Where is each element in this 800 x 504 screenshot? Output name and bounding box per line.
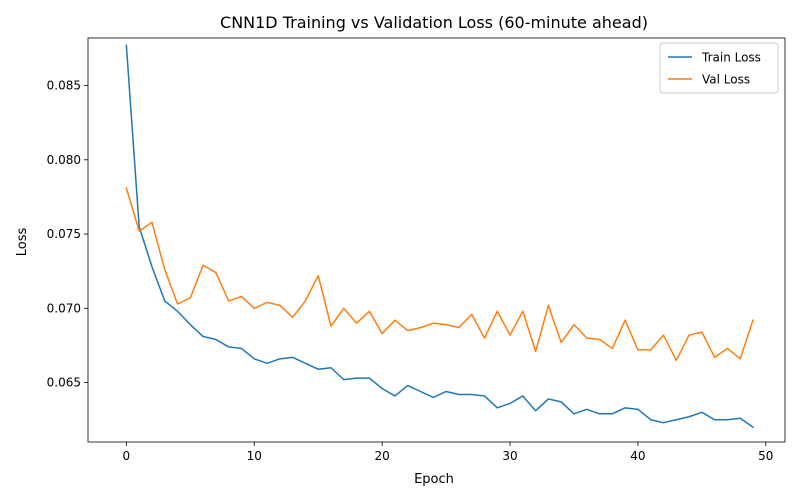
x-axis-label: Epoch — [414, 472, 454, 487]
y-tick-label: 0.080 — [47, 153, 81, 167]
legend-box — [659, 42, 779, 94]
x-tick-label: 10 — [247, 449, 262, 463]
y-axis-label: Loss — [15, 228, 30, 257]
x-tick-label: 40 — [630, 449, 645, 463]
legend-label: Val Loss — [702, 73, 750, 87]
plot-frame — [87, 37, 786, 443]
x-tick-label: 50 — [758, 449, 773, 463]
x-tick-label: 0 — [123, 449, 131, 463]
y-tick-label: 0.085 — [47, 79, 81, 93]
plot-area: 0 10 20 30 40 50 0.065 0.070 0.075 0.080 0.085 Trai… — [47, 37, 786, 463]
y-tick-label: 0.070 — [47, 301, 81, 315]
x-tick-label: 30 — [502, 449, 517, 463]
x-tick-label: 20 — [375, 449, 390, 463]
series-line-train-loss — [125, 44, 755, 429]
series-line-val-loss — [125, 187, 754, 362]
legend-label: Train Loss — [701, 51, 761, 65]
y-tick-label: 0.065 — [47, 376, 81, 390]
chart-title: CNN1D Training vs Validation Loss (60-mi… — [220, 13, 648, 32]
y-tick-label: 0.075 — [47, 227, 81, 241]
